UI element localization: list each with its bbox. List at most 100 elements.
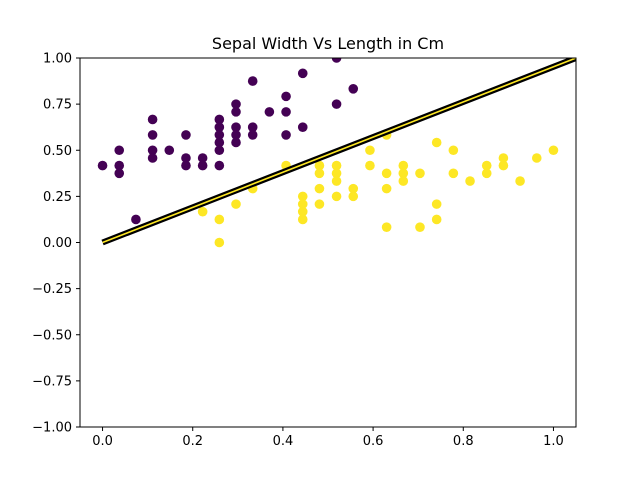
data-point xyxy=(331,99,342,109)
data-point xyxy=(515,176,525,186)
data-point xyxy=(214,130,225,140)
data-point xyxy=(431,199,442,209)
data-point xyxy=(297,68,308,79)
data-point xyxy=(147,130,158,140)
chart-title: Sepal Width Vs Length in Cm xyxy=(212,34,444,53)
data-point xyxy=(331,191,342,202)
data-point xyxy=(281,130,291,140)
x-tick-label: 0.6 xyxy=(363,434,384,449)
data-point xyxy=(465,176,475,186)
plot-clip-group xyxy=(97,58,576,248)
data-point xyxy=(431,214,442,225)
data-point xyxy=(231,122,241,132)
plot-area xyxy=(97,58,576,248)
data-point xyxy=(314,160,325,171)
data-point xyxy=(314,168,325,179)
data-point xyxy=(231,130,241,140)
data-point xyxy=(331,58,342,63)
data-point xyxy=(214,137,225,148)
data-point xyxy=(548,145,559,156)
plot-frame xyxy=(79,57,577,428)
data-point xyxy=(97,160,108,171)
data-point xyxy=(264,107,275,117)
data-point xyxy=(147,145,158,156)
data-point xyxy=(297,122,308,132)
data-point xyxy=(448,168,459,179)
data-point xyxy=(381,183,392,194)
x-tick-label: 0.2 xyxy=(182,434,203,449)
data-point xyxy=(181,130,191,140)
data-point xyxy=(398,176,409,186)
data-point xyxy=(197,153,208,163)
y-tick-label: −1.00 xyxy=(32,421,72,436)
data-point xyxy=(247,130,258,140)
y-tick-label: −0.50 xyxy=(32,328,72,343)
data-point xyxy=(297,199,308,209)
y-tick-label: −0.25 xyxy=(32,282,72,297)
data-point xyxy=(398,168,409,179)
data-point xyxy=(481,160,492,171)
data-point xyxy=(297,206,308,217)
data-point xyxy=(314,183,325,194)
axes: 0.0 0.2 0.4 0.6 0.8 1.0 −1.00 −0.75 −0.50 −0.25 0.… xyxy=(32,52,577,449)
data-point xyxy=(348,191,359,202)
data-point xyxy=(214,214,225,225)
data-point xyxy=(281,107,291,117)
data-point xyxy=(231,107,241,117)
x-tick-label: 1.0 xyxy=(543,434,564,449)
data-point xyxy=(365,160,375,171)
data-point xyxy=(381,222,392,232)
data-point xyxy=(331,176,342,186)
data-point xyxy=(114,160,125,171)
x-tick-label: 0.4 xyxy=(273,434,294,449)
decision-line-highlight xyxy=(102,58,576,244)
data-point xyxy=(331,160,342,171)
data-point xyxy=(197,206,208,217)
data-point xyxy=(365,145,375,156)
data-point xyxy=(297,191,308,202)
data-point xyxy=(331,168,342,179)
data-point xyxy=(348,183,359,194)
data-point xyxy=(431,137,442,148)
data-point xyxy=(181,160,191,171)
data-point xyxy=(147,153,158,163)
data-point xyxy=(448,145,459,156)
data-point xyxy=(281,91,291,102)
data-point xyxy=(415,168,425,179)
data-point xyxy=(314,199,325,209)
data-point xyxy=(398,160,409,171)
data-point xyxy=(231,137,241,148)
y-tick-label: 0.75 xyxy=(43,98,72,113)
data-point xyxy=(197,160,208,171)
data-point xyxy=(214,237,225,248)
data-point xyxy=(214,160,225,171)
data-point xyxy=(231,199,241,209)
data-point xyxy=(214,122,225,132)
y-tick-label: 1.00 xyxy=(43,52,72,67)
y-tick-label: 0.00 xyxy=(43,236,72,251)
data-point xyxy=(348,84,359,94)
data-point xyxy=(531,153,542,163)
data-point xyxy=(415,222,425,232)
data-point xyxy=(247,76,258,86)
data-point xyxy=(231,99,241,109)
data-point xyxy=(114,145,125,156)
x-tick-label: 0.0 xyxy=(92,434,113,449)
data-point xyxy=(214,145,225,156)
data-point xyxy=(481,168,492,179)
data-point xyxy=(164,145,175,156)
data-point xyxy=(498,160,509,171)
data-point xyxy=(181,153,191,163)
data-point xyxy=(214,114,225,125)
y-tick-label: −0.75 xyxy=(32,374,72,389)
y-tick-label: 0.25 xyxy=(43,190,72,205)
y-tick-label: 0.50 xyxy=(43,144,72,159)
x-tick-label: 0.8 xyxy=(453,434,474,449)
data-point xyxy=(147,114,158,125)
data-point xyxy=(297,214,308,225)
data-point xyxy=(247,122,258,132)
data-point xyxy=(381,168,392,179)
data-point xyxy=(498,153,509,163)
data-point xyxy=(114,168,125,179)
